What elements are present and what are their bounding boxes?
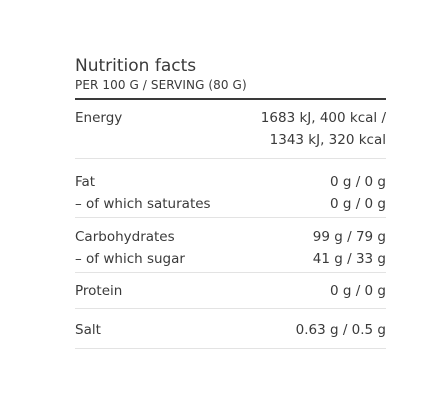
energy-value-line1: 1683 kJ, 400 kcal / <box>260 110 386 126</box>
protein-row: Protein 0 g / 0 g <box>75 280 386 302</box>
saturates-row: – of which saturates 0 g / 0 g <box>75 193 386 215</box>
carbohydrates-value: 99 g / 79 g <box>312 229 386 245</box>
protein-value: 0 g / 0 g <box>329 283 386 299</box>
nutrition-facts-panel: Nutrition facts PER 100 G / SERVING (80 … <box>75 57 386 349</box>
salt-value: 0.63 g / 0.5 g <box>295 322 386 338</box>
carbohydrates-row: Carbohydrates 99 g / 79 g <box>75 226 386 248</box>
carbohydrates-section: Carbohydrates 99 g / 79 g – of which sug… <box>75 218 386 273</box>
sugar-value: 41 g / 33 g <box>312 251 386 267</box>
salt-label: Salt <box>75 322 101 338</box>
fat-section: Fat 0 g / 0 g – of which saturates 0 g /… <box>75 159 386 218</box>
serving-subtitle: PER 100 G / SERVING (80 G) <box>75 78 247 92</box>
energy-row: Energy 1683 kJ, 400 kcal / 1343 kJ, 320 … <box>75 107 386 151</box>
salt-row: Salt 0.63 g / 0.5 g <box>75 319 386 341</box>
fat-label: Fat <box>75 174 96 190</box>
fat-value: 0 g / 0 g <box>329 174 386 190</box>
protein-label: Protein <box>75 283 123 299</box>
energy-value: 1683 kJ, 400 kcal / 1343 kJ, 320 kcal <box>261 107 386 151</box>
header-divider <box>75 98 386 100</box>
panel-title: Nutrition facts <box>75 56 197 76</box>
energy-label: Energy <box>75 110 123 126</box>
fat-row: Fat 0 g / 0 g <box>75 171 386 193</box>
energy-value-line2: 1343 kJ, 320 kcal <box>269 132 386 148</box>
saturates-value: 0 g / 0 g <box>329 196 386 212</box>
energy-section: Energy 1683 kJ, 400 kcal / 1343 kJ, 320 … <box>75 100 386 159</box>
sugar-label: – of which sugar <box>75 251 185 267</box>
protein-section: Protein 0 g / 0 g <box>75 273 386 309</box>
saturates-label: – of which saturates <box>75 196 211 212</box>
carbohydrates-label: Carbohydrates <box>75 229 175 245</box>
salt-section: Salt 0.63 g / 0.5 g <box>75 309 386 349</box>
sugar-row: – of which sugar 41 g / 33 g <box>75 248 386 270</box>
